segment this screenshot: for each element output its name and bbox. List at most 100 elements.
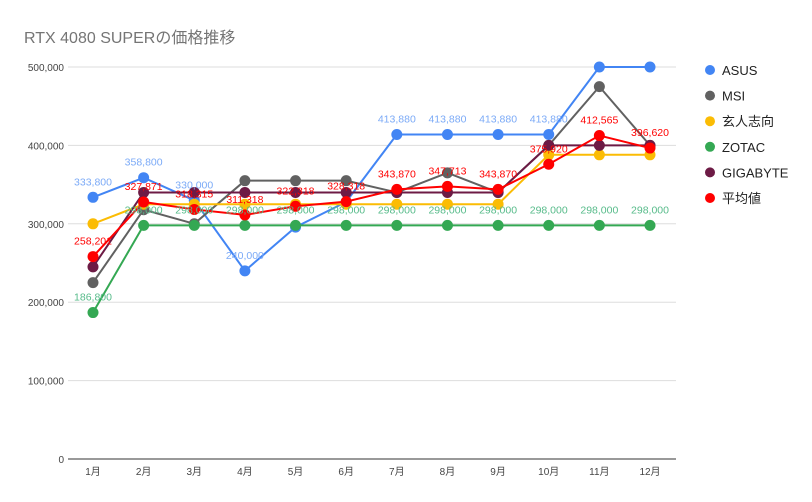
data-label: 298,000 — [479, 204, 517, 216]
data-point — [340, 175, 352, 187]
data-point — [138, 172, 150, 184]
chart-title: RTX 4080 SUPERの価格推移 — [24, 30, 236, 47]
data-point — [543, 139, 555, 151]
data-label: 298,000 — [631, 204, 669, 216]
series-line-平均値 — [92, 134, 651, 258]
data-point — [441, 219, 453, 231]
data-label: 413,880 — [428, 114, 466, 126]
legend-label: 玄人志向 — [722, 114, 774, 129]
data-point — [87, 261, 99, 273]
data-point — [593, 139, 605, 151]
data-point — [87, 191, 99, 203]
data-point — [644, 219, 656, 231]
data-point — [340, 186, 352, 198]
data-point — [138, 186, 150, 198]
data-label: 327,871 — [125, 181, 163, 193]
data-label: 186,800 — [74, 292, 112, 304]
data-label: 330,000 — [175, 179, 213, 191]
data-label: 343,870 — [378, 168, 416, 180]
legend-label: ZOTAC — [722, 140, 765, 155]
data-label: 258,201 — [74, 236, 112, 248]
data-label: 311,318 — [226, 194, 263, 206]
data-point — [138, 219, 150, 231]
data-point — [87, 218, 99, 230]
legend-marker — [705, 141, 715, 152]
data-label: 298,000 — [175, 204, 213, 216]
data-point — [492, 219, 504, 231]
series-line-GIGABYTE — [92, 144, 650, 268]
legend-marker — [705, 193, 715, 203]
data-label: 413,880 — [378, 114, 416, 126]
data-label: 298,000 — [277, 204, 315, 216]
data-label: 358,800 — [125, 157, 163, 169]
data-point — [543, 219, 555, 231]
series-line-ASUS — [92, 66, 650, 273]
data-label: 298,000 — [327, 204, 365, 216]
x-tick-label: 10月 — [538, 466, 559, 478]
legend-marker — [705, 116, 715, 127]
data-point — [290, 175, 302, 187]
data-label: 298,000 — [125, 204, 163, 216]
data-point — [441, 198, 453, 210]
data-point — [188, 186, 200, 198]
data-label: 298,000 — [580, 204, 618, 216]
data-point — [340, 196, 352, 208]
data-point — [239, 265, 251, 277]
y-tick-label: 300,000 — [28, 220, 65, 231]
data-point — [87, 307, 99, 319]
data-label: 396,620 — [631, 127, 669, 139]
data-label: 298,000 — [428, 204, 466, 216]
data-label: 375,920 — [530, 143, 568, 155]
x-tick-label: 7月 — [389, 466, 405, 478]
data-label: 298,000 — [378, 204, 416, 216]
x-tick-label: 5月 — [288, 466, 304, 478]
data-label: 412,565 — [580, 115, 618, 127]
legend-label: 平均値 — [722, 191, 761, 206]
data-point — [593, 219, 605, 231]
series-line-ZOTAC — [92, 224, 650, 314]
y-tick-label: 200,000 — [28, 298, 65, 309]
data-point — [593, 61, 605, 73]
data-point — [593, 149, 605, 161]
data-point — [290, 219, 302, 231]
y-tick-label: 500,000 — [28, 63, 65, 74]
data-point — [290, 186, 302, 198]
y-tick-label: 400,000 — [28, 141, 65, 152]
data-point — [138, 196, 150, 208]
data-label: 343,870 — [479, 168, 517, 180]
data-point — [441, 180, 453, 192]
y-tick-label: 0 — [58, 455, 64, 466]
data-point — [593, 130, 605, 142]
legend-marker — [705, 90, 715, 101]
legend-marker — [705, 167, 715, 178]
data-point — [492, 183, 504, 195]
data-point — [593, 81, 605, 93]
data-point — [543, 149, 555, 161]
legend-label: MSI — [722, 89, 745, 104]
data-point — [543, 158, 555, 170]
data-label: 298,000 — [226, 204, 264, 216]
y-tick-label: 100,000 — [28, 377, 65, 388]
data-point — [239, 175, 251, 187]
data-label: 240,000 — [226, 250, 264, 262]
x-tick-label: 1月 — [85, 466, 101, 478]
data-point — [87, 251, 99, 263]
data-label: 298,000 — [530, 204, 568, 216]
data-point — [492, 129, 504, 141]
data-point — [492, 198, 504, 210]
data-label: 347,713 — [428, 165, 466, 177]
series-line-MSI — [92, 85, 651, 284]
data-point — [188, 219, 200, 231]
legend-label: ASUS — [722, 63, 758, 78]
data-point — [543, 129, 555, 141]
data-point — [391, 198, 403, 210]
x-tick-label: 12月 — [639, 466, 660, 478]
x-tick-label: 9月 — [490, 466, 506, 478]
series-line-玄人志向 — [92, 153, 650, 225]
x-tick-label: 3月 — [186, 466, 202, 478]
data-point — [239, 209, 251, 221]
data-label: 328,318 — [327, 181, 365, 193]
data-point — [644, 142, 656, 154]
